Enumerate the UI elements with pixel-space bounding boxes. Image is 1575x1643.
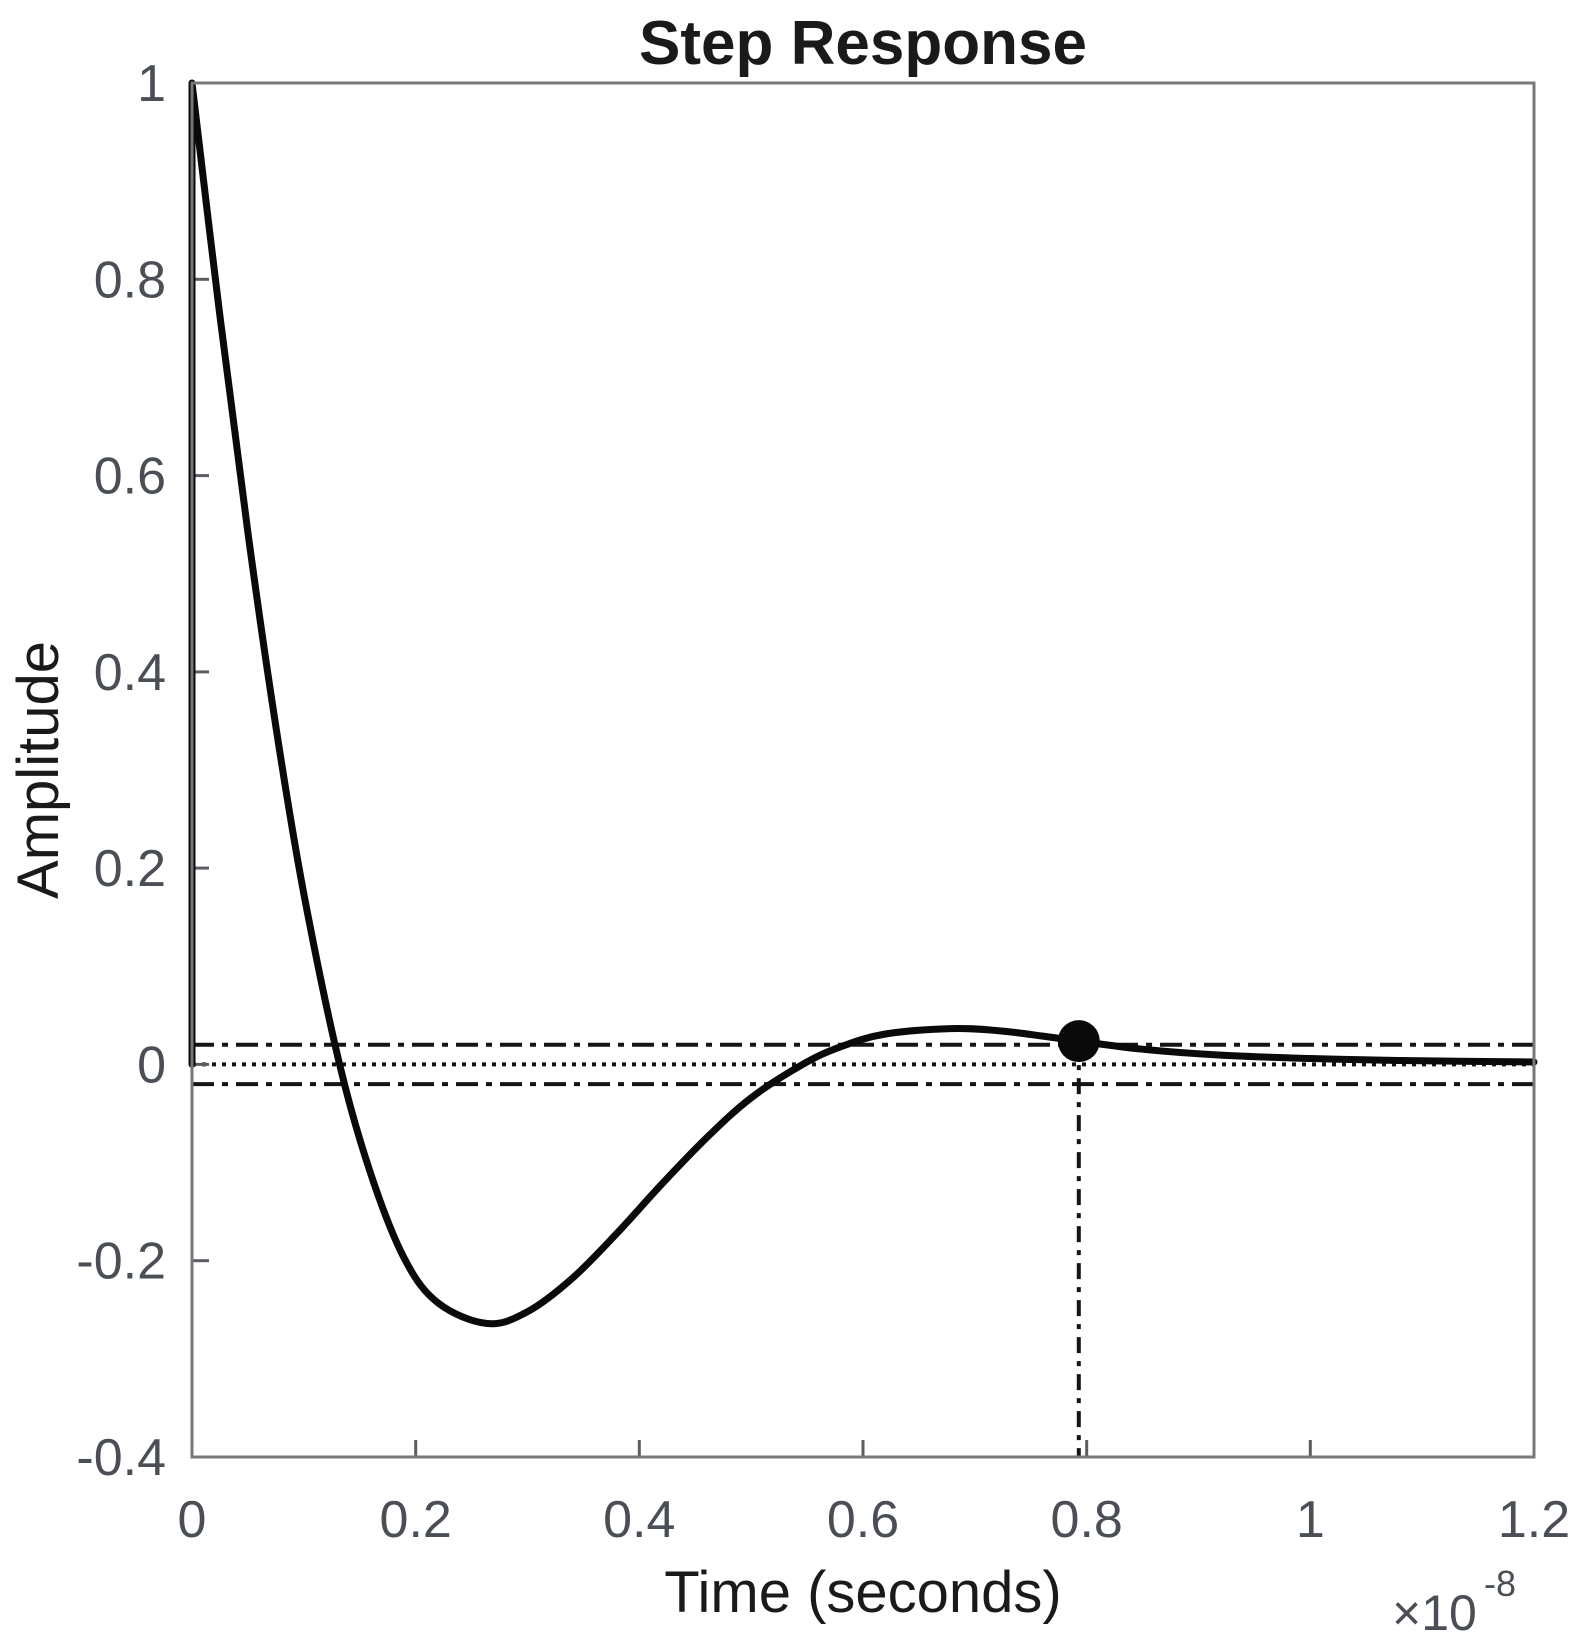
settling-point-marker [1057,1020,1100,1063]
plot-area-box [190,81,1536,1459]
x-tick-label: 0 [178,1491,207,1549]
x-tick-label: 0.6 [827,1491,899,1549]
y-tick-label: 0 [137,1036,166,1094]
y-tick-label: 0.6 [94,448,166,506]
y-axis-label: Amplitude [6,641,71,899]
y-tick-label: -0.2 [76,1233,166,1291]
x-tick-label: 1.2 [1498,1491,1570,1549]
y-tick-label: 0.4 [94,644,166,702]
curve-layer [188,79,1538,1328]
tick-layer: 10.80.60.40.20-0.2-0.40 0.2 0.4 0.6 0.8 1 1.2 [76,55,1570,1549]
x-axis-label: Time (seconds) [664,1560,1062,1625]
x-axis-multiplier: ×10 [1392,1585,1477,1641]
x-axis-multiplier-exponent: -8 [1484,1563,1516,1604]
y-tick-label: 1 [137,55,166,113]
x-tick-label: 0.8 [1051,1491,1123,1549]
chart-title: Step Response [639,9,1087,78]
x-tick-label: 0.4 [603,1491,675,1549]
y-tick-label: 0.2 [94,840,166,898]
reference-lines-layer [192,1041,1534,1457]
x-tick-label: 0.2 [380,1491,452,1549]
y-tick-label: -0.4 [76,1429,166,1487]
y-tick-label: 0.8 [94,251,166,309]
step-response-curve [188,79,1538,1328]
x-tick-label: 1 [1296,1491,1325,1549]
